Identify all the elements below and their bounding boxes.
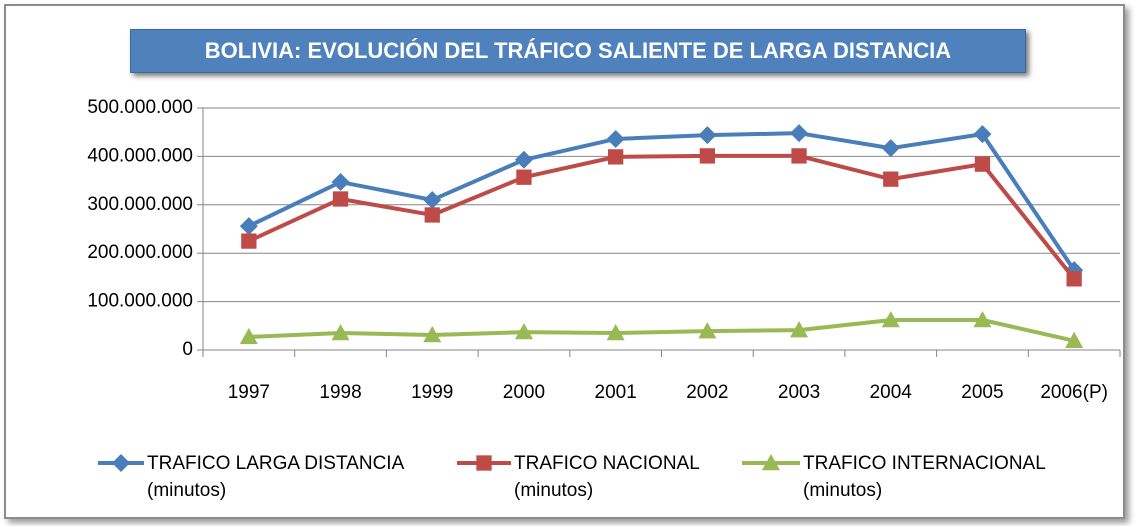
marker — [331, 324, 350, 341]
y-tick-label: 400.000.000 — [87, 145, 193, 166]
y-tick-label: 100.000.000 — [87, 291, 193, 312]
marker — [423, 190, 442, 209]
y-tick-label: 500.000.000 — [87, 97, 193, 118]
marker — [790, 124, 809, 143]
marker — [239, 217, 258, 236]
legend-label: TRAFICO LARGA DISTANCIA (minutos) — [147, 453, 404, 501]
y-tick-label: 300.000.000 — [87, 194, 193, 215]
marker — [608, 149, 624, 165]
chart-frame — [4, 4, 1125, 519]
marker — [1066, 271, 1082, 287]
marker — [699, 148, 715, 164]
x-tick-label: 1997 — [228, 382, 270, 403]
x-tick-label: 2004 — [870, 382, 913, 403]
x-tick-label: 2003 — [778, 382, 820, 403]
series-line — [247, 131, 1076, 272]
x-tick-label: 2001 — [595, 382, 637, 403]
x-tick-label: 2002 — [686, 382, 728, 403]
legend-marker — [762, 454, 780, 471]
x-tick-label: 1999 — [411, 382, 453, 403]
x-tick-label: 2005 — [961, 382, 1003, 403]
chart-title: BOLIVIA: EVOLUCIÓN DEL TRÁFICO SALIENTE … — [130, 29, 1026, 73]
series-line — [248, 153, 1076, 281]
marker — [698, 126, 717, 145]
x-tick-label: 2006(P) — [1040, 382, 1108, 403]
marker — [791, 148, 807, 164]
marker — [790, 321, 809, 338]
marker — [881, 139, 900, 158]
marker — [424, 207, 440, 223]
y-tick-label: 200.000.000 — [87, 242, 193, 263]
marker — [973, 310, 992, 328]
marker — [974, 156, 991, 172]
marker — [332, 191, 349, 207]
marker — [881, 310, 900, 328]
marker — [606, 324, 625, 341]
marker — [423, 325, 442, 343]
marker — [241, 233, 257, 249]
marker — [239, 327, 258, 345]
y-tick-label: 0 — [182, 339, 193, 360]
marker — [516, 169, 532, 185]
legend-label: TRAFICO INTERNACIONAL (minutos) — [803, 453, 1046, 501]
marker — [331, 173, 350, 192]
marker — [606, 129, 625, 148]
series-line — [248, 317, 1075, 343]
legend-marker — [476, 455, 492, 471]
marker — [973, 125, 992, 144]
legend-label: TRAFICO NACIONAL (minutos) — [514, 453, 700, 501]
x-tick-label: 1998 — [319, 382, 361, 403]
marker — [514, 150, 533, 169]
marker — [514, 323, 533, 340]
marker — [1065, 331, 1084, 349]
x-tick-label: 2000 — [503, 382, 545, 403]
legend-marker — [112, 454, 130, 472]
marker — [698, 322, 717, 339]
marker — [883, 171, 899, 187]
